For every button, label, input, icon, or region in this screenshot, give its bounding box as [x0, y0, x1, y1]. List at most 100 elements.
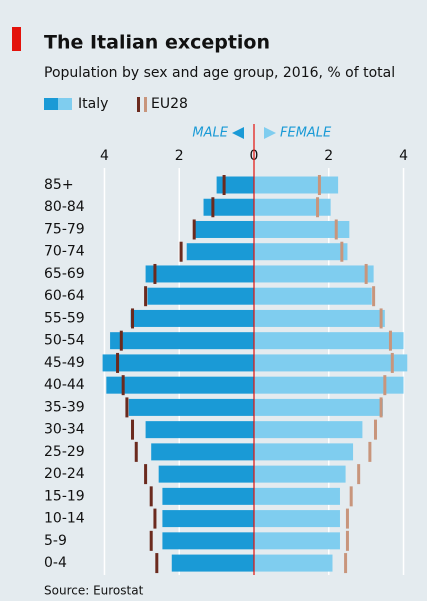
marker-female: [317, 175, 321, 195]
marker-male: [144, 286, 148, 307]
marker-female: [345, 530, 349, 551]
marker-female: [372, 286, 376, 307]
marker-female: [349, 486, 353, 507]
bar-female: [254, 220, 350, 238]
marker-male: [179, 241, 183, 262]
marker-male: [119, 330, 123, 351]
bar-female: [254, 265, 374, 283]
marker-female: [364, 263, 368, 284]
marker-male: [116, 352, 120, 373]
left-label: MALE: [192, 126, 228, 141]
y-tick-label: 55-59: [44, 310, 85, 326]
bar-female: [254, 421, 363, 439]
y-tick-label: 40-44: [44, 377, 85, 393]
legend-swatch: [58, 98, 72, 110]
y-tick-label: 70-74: [44, 244, 85, 260]
marker-male: [144, 464, 148, 485]
marker-female: [334, 219, 338, 240]
bar-female: [254, 176, 339, 194]
marker-male: [192, 219, 196, 240]
marker-female: [383, 375, 387, 396]
bar-male: [106, 376, 254, 394]
y-tick-label: 10-14: [44, 511, 85, 527]
right-label: FEMALE: [280, 126, 332, 141]
red-tag: [12, 27, 21, 51]
marker-male: [125, 397, 129, 418]
bar-female: [254, 287, 372, 305]
legend-label: EU28: [151, 96, 188, 112]
marker-male: [222, 175, 226, 195]
y-tick-label: 15-19: [44, 488, 85, 504]
marker-male: [153, 263, 157, 284]
y-tick-label: 80-84: [44, 199, 85, 215]
marker-female: [316, 197, 320, 218]
marker-male: [211, 197, 215, 218]
right-arrow: [264, 127, 276, 139]
y-tick-label: 30-34: [44, 422, 85, 438]
bar-male: [147, 287, 254, 305]
bar-male: [110, 332, 254, 350]
y-tick-label: 45-49: [44, 355, 85, 371]
bar-female: [254, 465, 346, 483]
bar-male: [130, 309, 254, 327]
marker-male: [121, 375, 125, 396]
bar-female: [254, 532, 340, 550]
x-tick-label: 2: [175, 148, 184, 164]
bar-female: [254, 398, 383, 416]
marker-female: [368, 441, 372, 462]
marker-male: [149, 530, 153, 551]
bar-female: [254, 309, 385, 327]
marker-female: [379, 308, 383, 329]
bar-female: [254, 354, 408, 372]
marker-male: [153, 508, 157, 529]
bar-male: [162, 532, 254, 550]
bar-male: [194, 220, 254, 238]
bar-male: [171, 554, 254, 572]
bar-male: [128, 398, 254, 416]
marker-female: [379, 397, 383, 418]
legend-swatch: [144, 97, 147, 112]
marker-female: [390, 352, 394, 373]
y-tick-label: 0-4: [44, 555, 67, 571]
bar-female: [254, 243, 348, 261]
left-arrow: [232, 127, 244, 139]
bar-male: [186, 243, 254, 261]
x-tick-label: 4: [100, 148, 109, 164]
bar-female: [254, 376, 404, 394]
chart-title: The Italian exception: [44, 32, 270, 54]
legend-label: Italy: [78, 96, 108, 112]
y-tick-label: 60-64: [44, 288, 85, 304]
legend-swatch: [137, 97, 140, 112]
marker-female: [357, 464, 361, 485]
x-tick-label: 4: [399, 148, 408, 164]
y-tick-label: 20-24: [44, 466, 85, 482]
bar-female: [254, 510, 340, 528]
bar-female: [254, 554, 333, 572]
marker-female: [345, 508, 349, 529]
bar-male: [158, 465, 254, 483]
marker-female: [373, 419, 377, 440]
bar-male: [102, 354, 254, 372]
bar-male: [145, 265, 254, 283]
bar-female: [254, 443, 354, 461]
marker-female: [388, 330, 392, 351]
marker-male: [149, 486, 153, 507]
bar-male: [145, 421, 254, 439]
marker-male: [155, 553, 159, 574]
y-tick-label: 5-9: [44, 533, 67, 549]
legend-swatch: [44, 98, 58, 110]
bar-male: [151, 443, 254, 461]
marker-male: [131, 308, 135, 329]
x-tick-label: 2: [324, 148, 333, 164]
y-tick-label: 75-79: [44, 221, 85, 237]
chart-subtitle: Population by sex and age group, 2016, %…: [44, 65, 395, 81]
marker-female: [340, 241, 344, 262]
marker-male: [131, 419, 135, 440]
marker-female: [344, 553, 348, 574]
bar-female: [254, 487, 340, 505]
bar-male: [216, 176, 254, 194]
bar-male: [203, 198, 254, 216]
bar-male: [162, 510, 254, 528]
bar-female: [254, 332, 404, 350]
